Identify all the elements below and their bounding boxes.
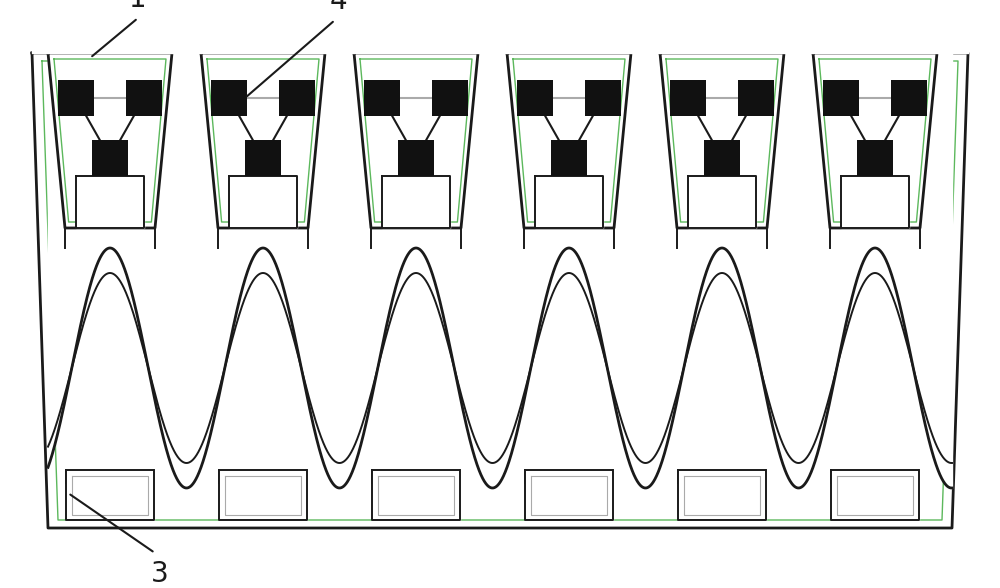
Bar xyxy=(891,80,927,116)
Polygon shape xyxy=(507,53,631,228)
Bar xyxy=(364,80,400,116)
Polygon shape xyxy=(382,176,450,228)
Bar xyxy=(585,80,621,116)
Polygon shape xyxy=(219,470,307,520)
Polygon shape xyxy=(813,53,937,228)
Polygon shape xyxy=(678,470,766,520)
Bar xyxy=(126,80,162,116)
Bar xyxy=(432,80,468,116)
Polygon shape xyxy=(525,470,613,520)
Polygon shape xyxy=(372,470,460,520)
Polygon shape xyxy=(229,176,297,228)
Polygon shape xyxy=(841,176,909,228)
Bar xyxy=(279,80,315,116)
Text: 3: 3 xyxy=(151,560,169,588)
Text: 4: 4 xyxy=(329,0,347,15)
Polygon shape xyxy=(831,470,919,520)
Bar xyxy=(670,80,706,116)
Polygon shape xyxy=(76,176,144,228)
Polygon shape xyxy=(32,53,968,528)
Bar xyxy=(551,140,587,176)
Polygon shape xyxy=(66,470,154,520)
Polygon shape xyxy=(48,53,172,228)
Polygon shape xyxy=(660,53,784,228)
Text: 1: 1 xyxy=(129,0,147,13)
Bar xyxy=(211,80,247,116)
Polygon shape xyxy=(201,53,325,228)
Polygon shape xyxy=(354,53,478,228)
Polygon shape xyxy=(535,176,603,228)
Bar xyxy=(857,140,893,176)
Bar xyxy=(398,140,434,176)
Bar xyxy=(58,80,94,116)
Bar xyxy=(738,80,774,116)
Bar xyxy=(92,140,128,176)
Bar xyxy=(704,140,740,176)
Bar xyxy=(517,80,553,116)
Bar xyxy=(245,140,281,176)
Bar xyxy=(823,80,859,116)
Polygon shape xyxy=(688,176,756,228)
